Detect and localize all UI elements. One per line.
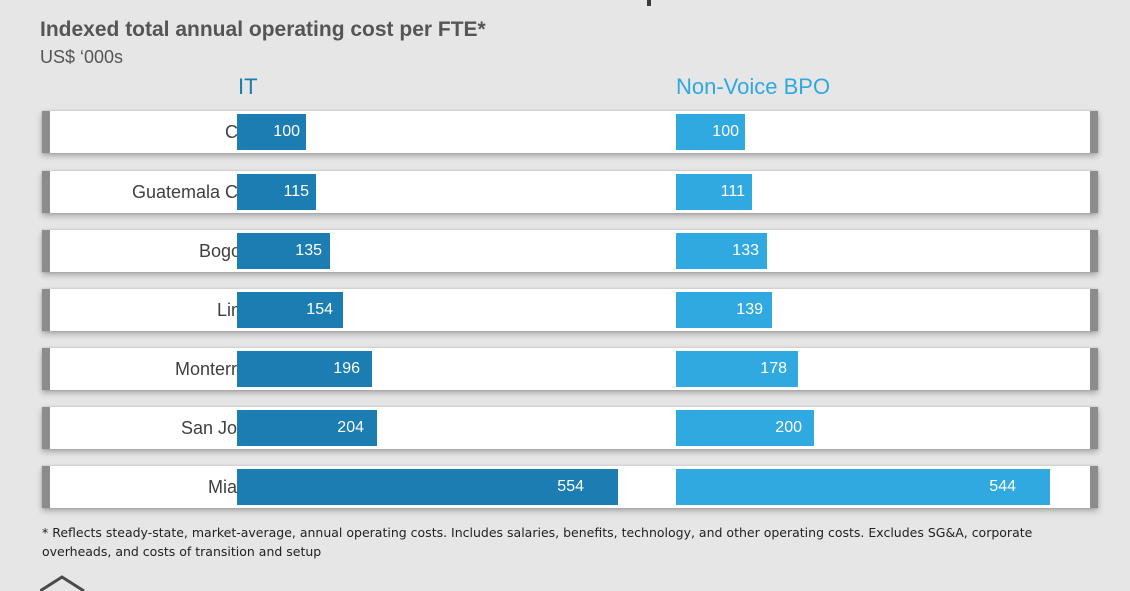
bar-value-label: 200	[775, 419, 802, 436]
bar-value-label: 544	[989, 478, 1016, 495]
chart-row: Guatemala City 115 111	[42, 171, 1098, 213]
bar-it: 204	[237, 410, 377, 446]
bar-value-label: 554	[557, 478, 584, 495]
bar-it: 554	[237, 469, 618, 505]
bar-value-label: 196	[333, 360, 360, 377]
bar-value-label: 133	[732, 242, 759, 259]
bar-value-label: 111	[720, 183, 745, 200]
bar-non-voice-bpo: 200	[676, 410, 814, 446]
series-header-non-voice-bpo: Non-Voice BPO	[676, 74, 831, 99]
logo-chevron-icon	[40, 575, 85, 591]
series-header-it: IT	[238, 74, 258, 99]
chart-subtitle: US$ ‘000s	[40, 47, 124, 67]
chart-title: Indexed total annual operating cost per …	[40, 18, 486, 41]
row-panel	[42, 230, 1098, 272]
chart-row: San Jose 204 200	[42, 407, 1098, 449]
chart-row: Lima154139	[42, 289, 1098, 331]
chart-row: Bogota 135 133	[42, 230, 1098, 272]
bar-non-voice-bpo: 100	[676, 114, 745, 150]
bar-value-label: 135	[295, 242, 322, 259]
bar-value-label: 100	[273, 123, 300, 140]
bar-value-label: 154	[306, 301, 333, 318]
bar-non-voice-bpo: 178	[676, 351, 798, 387]
row-panel	[42, 348, 1098, 390]
bar-it: 154	[237, 292, 343, 328]
bar-non-voice-bpo: 139	[676, 292, 772, 328]
top-edge-mark	[647, 0, 651, 6]
bar-non-voice-bpo: 544	[676, 469, 1050, 505]
bar-non-voice-bpo: 111	[676, 174, 752, 210]
bar-it: 100	[237, 114, 306, 150]
row-panel	[42, 407, 1098, 449]
row-panel	[42, 171, 1098, 213]
chart-row: Miami 554 544	[42, 466, 1098, 508]
bar-value-label: 178	[760, 360, 787, 377]
bar-it: 196	[237, 351, 372, 387]
category-label: Guatemala City	[131, 182, 256, 202]
bar-value-label: 139	[736, 301, 763, 318]
bar-it: 135	[237, 233, 330, 269]
row-panel	[42, 289, 1098, 331]
bar-it: 115	[237, 174, 316, 210]
row-panel	[42, 111, 1098, 153]
bar-value-label: 115	[283, 183, 309, 200]
chart-row: Cali100100	[42, 111, 1098, 153]
footnote: * Reflects steady-state, market-average,…	[42, 525, 1033, 559]
bar-value-label: 204	[337, 419, 364, 436]
chart-row: Monterrey 196 178	[42, 348, 1098, 390]
bar-non-voice-bpo: 133	[676, 233, 767, 269]
category-label: Monterrey	[174, 359, 256, 379]
bar-value-label: 100	[712, 123, 739, 140]
